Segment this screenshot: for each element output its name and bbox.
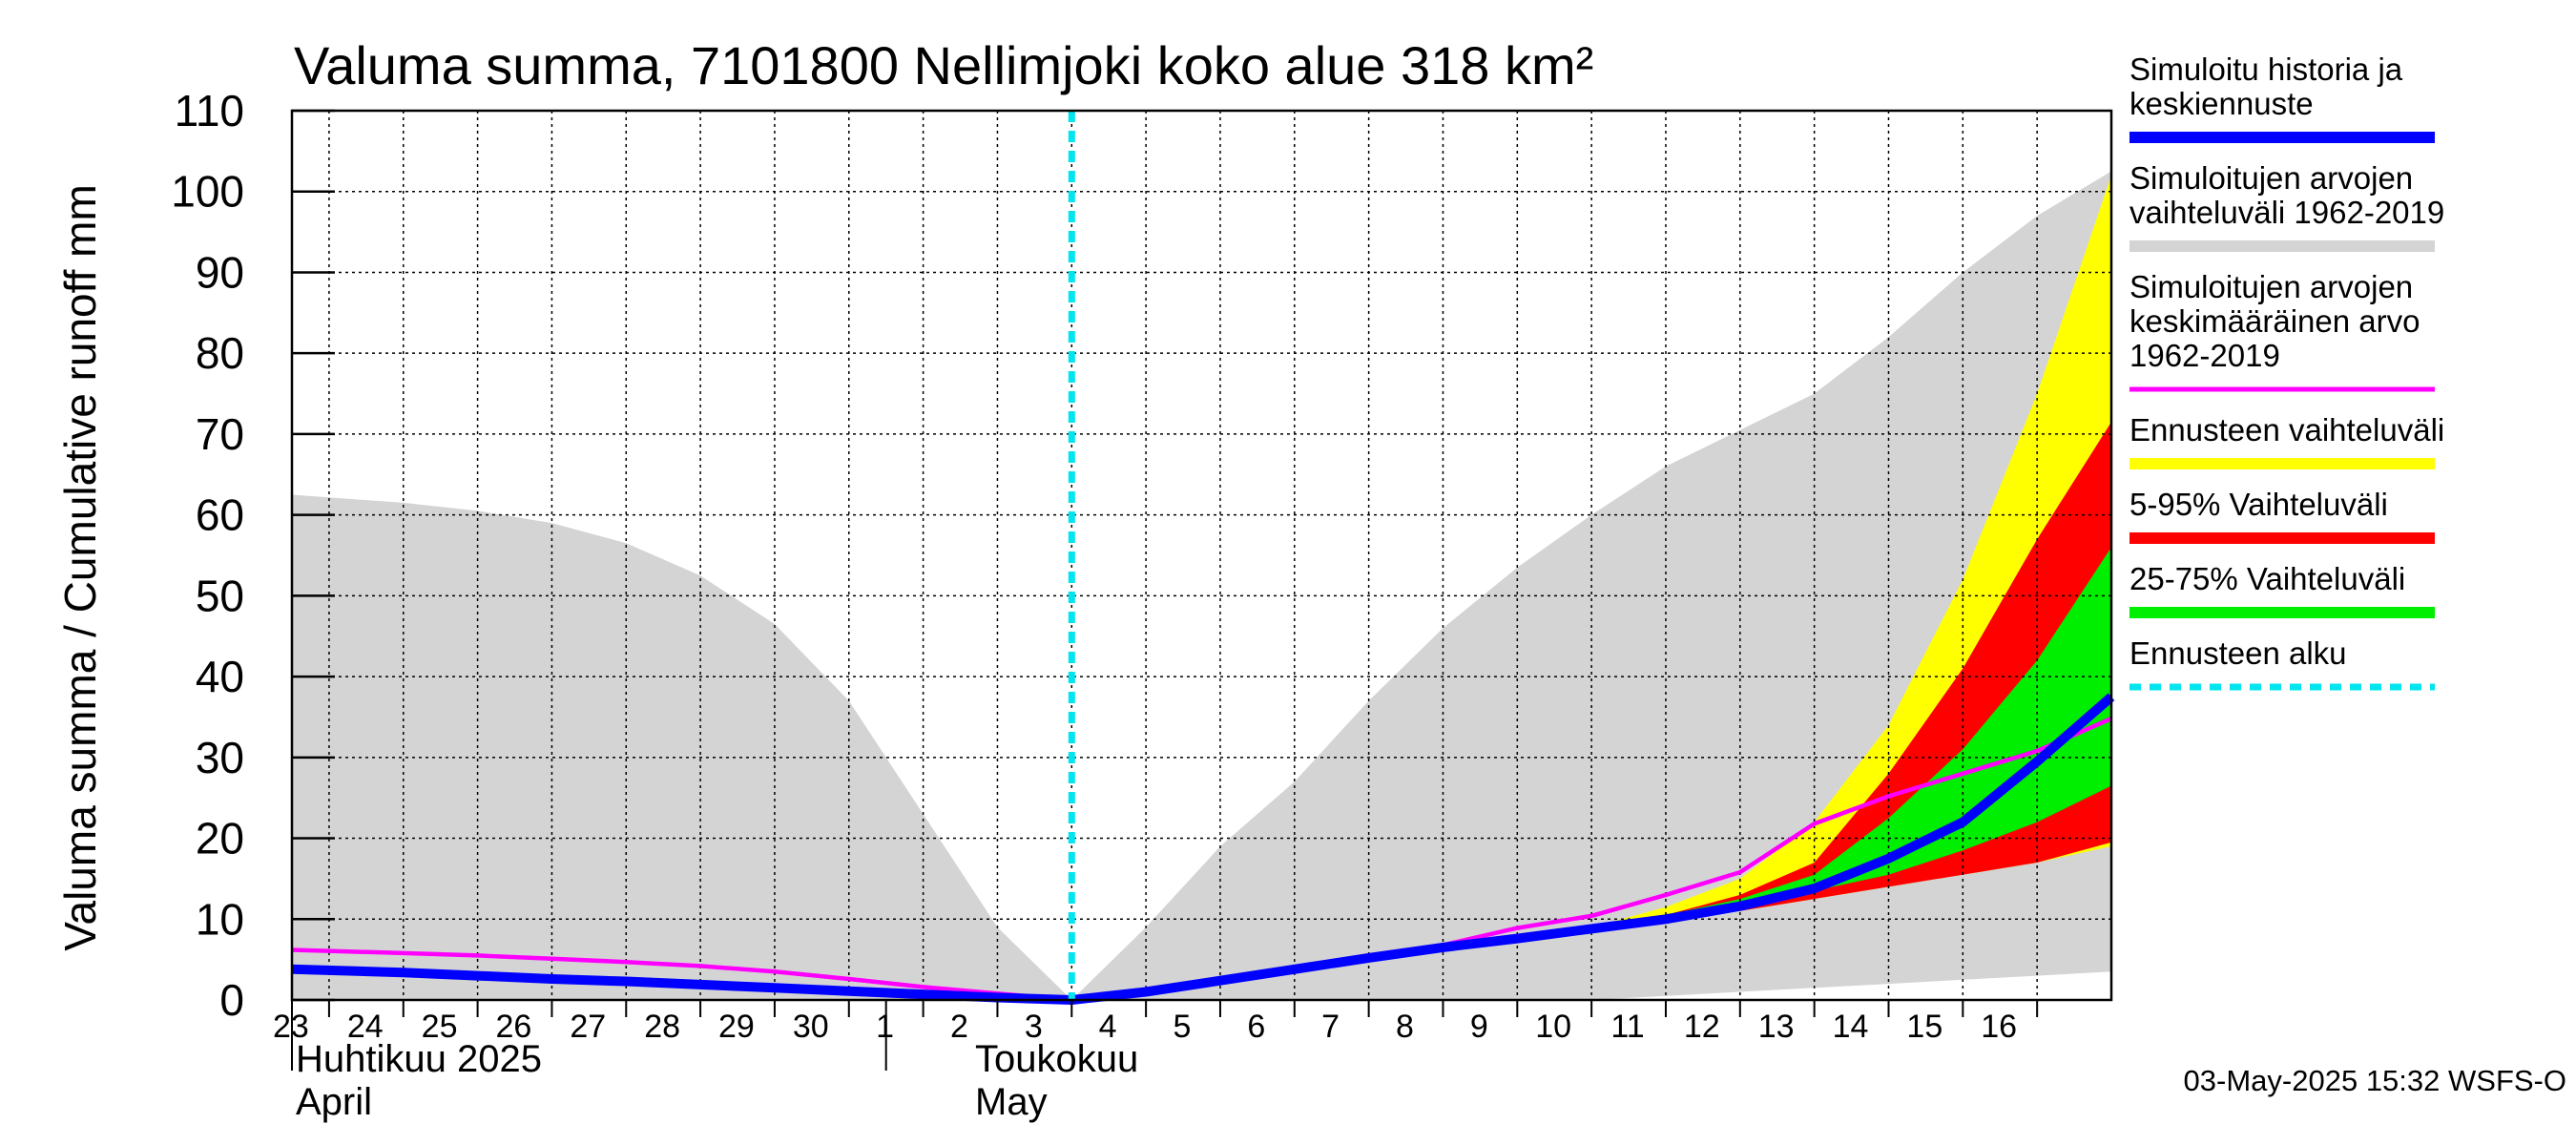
x-tick-label-7: 30 (793, 1009, 829, 1045)
band-series-0 (292, 171, 2111, 1000)
y-tick-label-2: 20 (196, 814, 244, 864)
line-series-5 (291, 693, 2115, 1005)
y-tick-label-8: 80 (196, 328, 244, 378)
y-tick-label-6: 60 (196, 490, 244, 540)
x-tick-label-5: 28 (644, 1009, 680, 1045)
legend-label-1-1: vaihteluväli 1962-2019 (2129, 195, 2444, 230)
x-tick-label-10: 3 (1025, 1009, 1043, 1045)
y-tick-label-1: 10 (196, 894, 244, 944)
legend-label-1-0: Simuloitujen arvojen (2129, 160, 2413, 196)
band-series-3 (1591, 547, 2111, 927)
x-tick-label-8: 1 (876, 1009, 894, 1045)
legend-label-0-0: Simuloitu historia ja (2129, 52, 2403, 87)
y-tick-label-4: 40 (196, 652, 244, 701)
plot-frame (290, 109, 2113, 1002)
x-tick-label-4: 27 (570, 1009, 606, 1045)
x-tick-label-22: 15 (1906, 1009, 1942, 1045)
y-axis-ticks: 0 10 20 30 40 50 60 70 80 90 100 110 (171, 86, 335, 1025)
month-label-may-en: May (975, 1081, 1048, 1123)
month-label-april-en: April (296, 1081, 372, 1123)
y-tick-label-9: 90 (196, 247, 244, 297)
y-tick-label-3: 30 (196, 733, 244, 782)
month-labels: Huhtikuu 2025 April Toukokuu May (296, 1038, 1138, 1123)
chart-title: Valuma summa, 7101800 Nellimjoki koko al… (294, 35, 1593, 95)
x-tick-label-0: 23 (273, 1009, 309, 1045)
legend-label-3-0: Ennusteen vaihteluväli (2129, 412, 2444, 448)
x-tick-label-13: 6 (1247, 1009, 1265, 1045)
y-tick-label-10: 100 (171, 167, 244, 217)
timestamp: 03-May-2025 15:32 WSFS-O (2184, 1064, 2566, 1097)
x-tick-label-15: 8 (1396, 1009, 1414, 1045)
legend-label-0-1: keskiennuste (2129, 86, 2314, 121)
x-tick-label-20: 13 (1758, 1009, 1795, 1045)
y-axis-label: Valuma summa / Cumulative runoff mm (55, 184, 105, 951)
x-tick-label-2: 25 (422, 1009, 458, 1045)
x-tick-label-6: 29 (718, 1009, 755, 1045)
y-tick-label-11: 110 (175, 86, 244, 135)
x-tick-label-17: 10 (1535, 1009, 1571, 1045)
x-axis-ticks: 23 24 25 26 27 28 29 30 1 2 3 4 5 6 7 8 9 10 11 12 13 14 15 16 (273, 1000, 2039, 1071)
legend-label-2-2: 1962-2019 (2129, 338, 2280, 373)
legend-label-5-0: 25-75% Vaihteluväli (2129, 561, 2405, 596)
x-tick-label-23: 16 (1981, 1009, 2017, 1045)
data-lines (291, 693, 2115, 1005)
month-label-april-fi: Huhtikuu 2025 (296, 1038, 542, 1080)
y-tick-label-0: 0 (219, 975, 244, 1025)
x-tick-label-21: 14 (1833, 1009, 1869, 1045)
grid-lines (292, 111, 2111, 1000)
x-tick-label-11: 4 (1099, 1009, 1117, 1045)
y-tick-label-7: 70 (196, 409, 244, 459)
x-tick-label-12: 5 (1173, 1009, 1191, 1045)
legend-label-2-0: Simuloitujen arvojen (2129, 269, 2413, 304)
x-tick-label-1: 24 (347, 1009, 384, 1045)
y-tick-label-5: 50 (196, 571, 244, 620)
x-tick-label-9: 2 (950, 1009, 968, 1045)
plot-border (290, 109, 2113, 1002)
x-tick-label-18: 11 (1610, 1009, 1644, 1045)
legend-label-2-1: keskimääräinen arvo (2129, 303, 2420, 339)
legend-label-6-0: Ennusteen alku (2129, 635, 2347, 671)
x-tick-label-19: 12 (1684, 1009, 1720, 1045)
x-tick-label-16: 9 (1470, 1009, 1488, 1045)
x-tick-label-14: 7 (1321, 1009, 1340, 1045)
legend-label-4-0: 5-95% Vaihteluväli (2129, 487, 2388, 522)
x-tick-label-3: 26 (496, 1009, 532, 1045)
month-label-may-fi: Toukokuu (975, 1038, 1138, 1080)
